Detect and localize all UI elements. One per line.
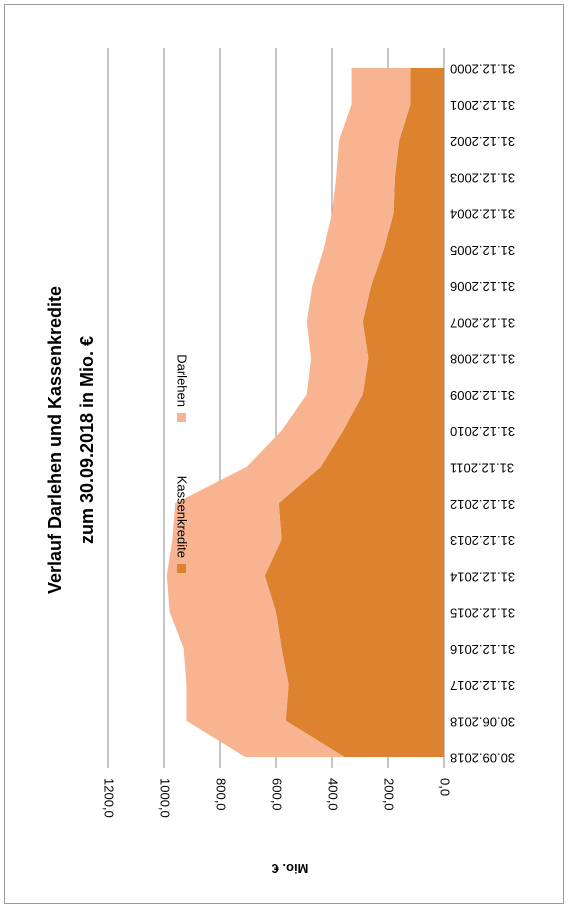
x-tick-label: 31.12.2004 [450,207,515,222]
y-tick-label: 1000,0 [158,778,173,818]
x-tick-label: 31.12.2000 [450,62,515,77]
x-tick-label: 31.12.2006 [450,279,515,294]
x-tick-label: 31.12.2011 [450,460,514,475]
y-tick-label: 400,0 [326,778,341,811]
x-tick-label: 30.06.2018 [450,714,515,729]
x-tick-label: 31.12.2016 [450,642,515,657]
x-tick-label: 31.12.2015 [450,605,515,620]
y-tick-label: 1200,0 [102,778,117,818]
x-tick-label: 31.12.2012 [450,497,515,512]
x-tick-label: 31.12.2002 [450,134,515,149]
chart-title-line: Verlauf Darlehen und Kassenkredite [45,286,65,594]
x-tick-label: 31.12.2005 [450,243,515,258]
y-tick-label: 200,0 [382,778,397,811]
area-kassenkredite [264,68,444,757]
x-tick-label: 30.09.2018 [450,751,515,766]
chart-title: Verlauf Darlehen und Kassenkredite zum 30… [45,286,97,594]
x-tick-label: 31.12.2013 [450,533,515,548]
x-tick-label: 31.12.2009 [450,388,515,403]
x-tick-labels: 31.12.2000 31.12.2001 31.12.2002 31.12.2003… [450,62,515,766]
chart-title-line: zum 30.09.2018 in Mio. € [77,336,97,544]
y-tick-labels: 0,0 200,0 400,0 600,0 800,0 1000,0 1200,0 [102,778,453,818]
legend-swatch [177,413,186,422]
x-tick-label: 31.12.2001 [450,98,515,113]
y-tick-label: 600,0 [270,778,285,811]
x-tick-label: 31.12.2010 [450,424,515,439]
area-darlehen [166,68,411,757]
x-tick-label: 31.12.2007 [450,315,515,330]
legend-item-darlehen: Darlehen [175,354,190,422]
y-axis-label: Mio. € [272,861,309,876]
y-tick-label: 0,0 [438,778,453,796]
x-tick-label: 31.12.2017 [450,678,515,693]
x-tick-label: 31.12.2008 [450,352,515,367]
x-tick-label: 31.12.2003 [450,170,515,185]
legend-label: Darlehen [175,354,190,407]
x-tick-label: 31.12.2014 [450,569,515,584]
legend-swatch [177,564,186,573]
chart-frame [4,4,564,904]
legend-item-kassenkredite: Kassenkredite [175,476,190,573]
legend-label: Kassenkredite [175,476,190,558]
legend: Kassenkredite Darlehen [175,354,190,573]
y-tick-label: 800,0 [214,778,229,811]
plot-areas [166,68,444,757]
